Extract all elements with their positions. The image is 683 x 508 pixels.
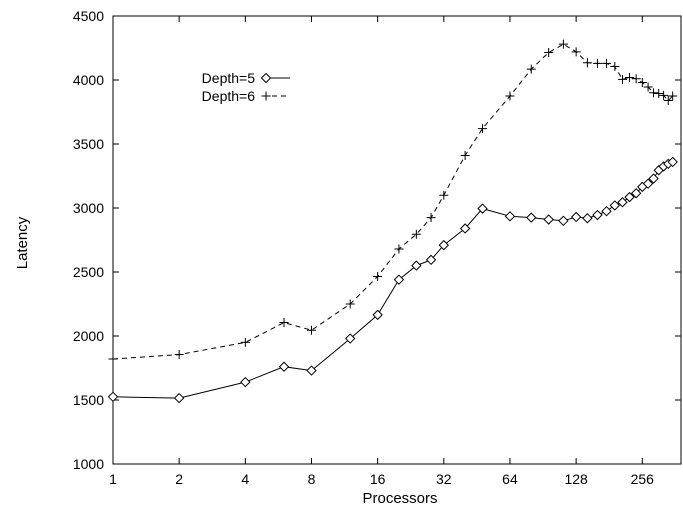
plus-point-marker — [654, 88, 664, 98]
plus-point-marker — [240, 337, 250, 347]
plus-point-marker — [306, 325, 316, 335]
diamond-point-marker — [582, 213, 593, 224]
diamond-point-marker — [667, 156, 678, 168]
plus-point-marker — [659, 90, 669, 100]
plus-point-marker — [439, 190, 449, 200]
plus-point-marker — [411, 229, 421, 239]
y-tick-label: 1500 — [73, 392, 104, 408]
plus-point-marker — [478, 124, 488, 134]
y-tick-label: 2000 — [73, 328, 104, 344]
diamond-point-marker — [107, 391, 119, 403]
plus-point-marker — [582, 58, 592, 68]
x-tick-label: 256 — [631, 471, 655, 487]
x-tick-label: 1 — [109, 471, 117, 487]
plus-point-marker — [625, 72, 635, 82]
series — [107, 39, 678, 404]
plus-point-marker — [279, 318, 289, 328]
diamond-point-marker — [526, 212, 537, 223]
plus-point-marker — [261, 91, 271, 101]
axes — [112, 15, 682, 465]
plus-point-marker — [610, 62, 620, 72]
diamond-point-marker — [648, 173, 659, 184]
diamond-point-marker — [344, 333, 356, 344]
diamond-point-marker — [543, 214, 554, 225]
plus-point-marker — [544, 47, 554, 57]
x-tick-label: 2 — [175, 471, 183, 487]
diamond-point-marker — [306, 365, 317, 376]
x-tick-label: 64 — [502, 471, 518, 487]
diamond-point-marker — [504, 211, 516, 222]
diamond-point-marker — [260, 72, 272, 84]
plus-point-marker — [668, 91, 678, 101]
ticks: 1000 1500 2000 2500 3000 3500 4000 4500 1 2 4 8 16 32… — [73, 8, 681, 487]
plus-point-marker — [643, 82, 653, 92]
x-tick-label: 16 — [370, 471, 386, 487]
plus-point-marker — [394, 244, 404, 254]
plus-point-marker — [571, 47, 581, 57]
plot-frame — [112, 15, 682, 465]
diamond-point-marker — [411, 260, 422, 271]
x-axis-label: Processors — [362, 490, 437, 507]
y-tick-label: 1000 — [73, 456, 104, 472]
plus-point-marker — [649, 88, 659, 98]
diamond-point-marker — [278, 361, 290, 372]
diamond-point-marker — [609, 200, 621, 211]
diamond-point-marker — [173, 392, 185, 404]
diamond-point-marker — [617, 197, 628, 208]
plus-point-marker — [460, 151, 470, 161]
diamond-point-marker — [570, 211, 582, 223]
plus-point-marker — [505, 91, 515, 101]
plus-point-marker — [345, 299, 355, 309]
diamond-point-marker — [425, 254, 437, 266]
x-tick-label: 8 — [308, 471, 316, 487]
plus-point-marker — [617, 74, 627, 84]
diamond-point-marker — [558, 215, 569, 227]
plus-point-marker — [592, 58, 602, 68]
series-2 — [108, 39, 678, 364]
diamond-point-marker — [592, 209, 603, 221]
y-tick-label: 4000 — [73, 72, 104, 88]
x-tick-label: 4 — [241, 471, 249, 487]
y-tick-label: 3000 — [73, 200, 104, 216]
diamond-point-marker — [477, 203, 488, 214]
y-axis-label: Latency — [14, 216, 31, 269]
plus-point-marker — [174, 350, 184, 360]
plus-point-marker — [637, 78, 647, 88]
diamond-point-marker — [459, 223, 471, 234]
diamond-point-marker — [642, 178, 654, 189]
diamond-point-marker — [240, 376, 251, 388]
plus-point-marker — [558, 39, 568, 49]
diamond-point-marker — [624, 191, 635, 203]
y-tick-label: 2500 — [73, 264, 104, 280]
x-tick-label: 32 — [436, 471, 452, 487]
plus-point-marker — [663, 95, 673, 105]
plus-point-marker — [526, 64, 536, 74]
plus-point-marker — [426, 213, 436, 223]
y-tick-label: 3500 — [73, 136, 104, 152]
plus-point-marker — [631, 74, 641, 84]
series-1 — [107, 156, 678, 404]
diamond-point-marker — [372, 309, 383, 321]
diamond-point-marker — [393, 274, 405, 285]
legend-label: Depth=5 — [202, 70, 256, 86]
legend-label: Depth=6 — [202, 88, 256, 104]
plus-point-marker — [108, 354, 118, 364]
diamond-point-marker — [630, 188, 642, 199]
series-line-1 — [112, 161, 673, 399]
diamond-point-marker — [438, 239, 450, 251]
plus-point-marker — [602, 58, 612, 68]
diamond-point-marker — [601, 205, 612, 217]
y-tick-label: 4500 — [73, 8, 104, 24]
series-line-2 — [112, 43, 674, 360]
plus-point-marker — [373, 271, 383, 281]
legend: Depth=5 Depth=6 — [202, 70, 290, 104]
x-tick-label: 128 — [564, 471, 588, 487]
